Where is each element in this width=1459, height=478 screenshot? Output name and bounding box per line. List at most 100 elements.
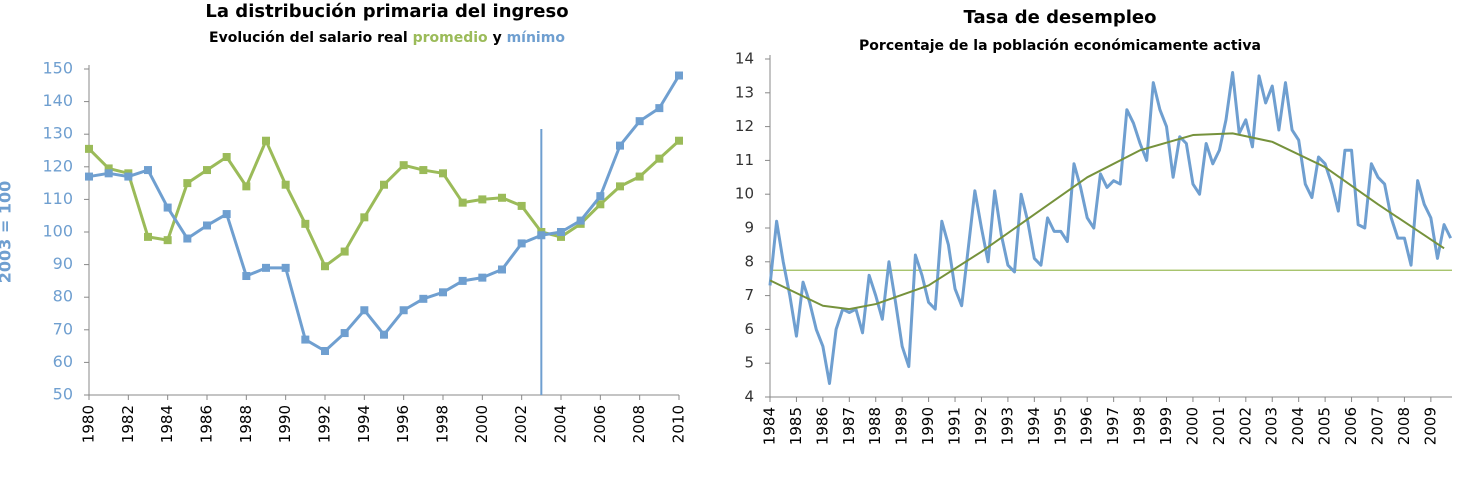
- series-line: [87, 139, 681, 268]
- chart-subtitle: Porcentaje de la población económicament…: [859, 38, 1261, 54]
- x-tick-label: 1998: [434, 405, 452, 443]
- x-tick-label: 2007: [1368, 407, 1386, 445]
- marker: [85, 172, 93, 181]
- marker: [321, 262, 329, 271]
- x-tick-label: 2006: [591, 405, 609, 443]
- x-tick-label: 2006: [1342, 407, 1360, 445]
- x-tick-label: 1992: [972, 407, 990, 445]
- x-tick-label: 2003: [1263, 407, 1281, 445]
- marker: [380, 330, 388, 339]
- y-tick-label: 110: [42, 189, 73, 208]
- marker: [380, 180, 388, 189]
- y-tick-label: 12: [735, 117, 754, 135]
- y-tick-label: 140: [42, 91, 73, 110]
- marker: [163, 203, 172, 212]
- y-tick-label: 50: [53, 385, 73, 404]
- x-tick-label: 1999: [1157, 407, 1175, 445]
- marker: [596, 200, 605, 209]
- x-tick-label: 1984: [761, 407, 779, 445]
- marker: [498, 265, 506, 274]
- marker: [439, 169, 447, 178]
- x-tick-label: 2004: [1289, 407, 1307, 445]
- x-tick-label: 1993: [998, 407, 1016, 445]
- x-tick-label: 2004: [552, 405, 570, 443]
- y-tick-label: 70: [53, 319, 73, 338]
- marker: [498, 193, 506, 202]
- marker: [242, 272, 251, 281]
- marker: [340, 247, 349, 256]
- marker: [616, 182, 624, 191]
- marker: [517, 201, 526, 210]
- marker: [360, 213, 369, 222]
- marker: [399, 306, 408, 315]
- legend-entry: promedio: [413, 30, 488, 46]
- x-tick-label: 1992: [316, 405, 334, 443]
- marker: [85, 144, 93, 153]
- marker: [242, 182, 251, 191]
- marker: [281, 180, 290, 189]
- marker: [262, 263, 270, 272]
- y-tick-label: 7: [744, 286, 754, 304]
- y-tick-label: 10: [735, 185, 754, 203]
- trend-line: [769, 132, 1445, 311]
- legend-entry: mínimo: [507, 30, 566, 46]
- marker: [478, 273, 487, 282]
- x-tick-label: 1989: [893, 407, 911, 445]
- marker: [537, 231, 546, 240]
- x-tick-label: 2009: [1421, 407, 1439, 445]
- x-tick-label: 1985: [787, 407, 805, 445]
- y-tick-label: 14: [735, 50, 754, 68]
- y-tick-label: 4: [744, 388, 754, 406]
- marker: [458, 276, 467, 285]
- x-tick-label: 1997: [1104, 407, 1122, 445]
- subtitle-text: Evolución del salario real: [209, 30, 408, 46]
- y-tick-label: 6: [744, 320, 754, 338]
- x-tick-label: 2002: [512, 405, 530, 443]
- marker: [262, 136, 270, 145]
- marker: [144, 166, 152, 175]
- x-tick-label: 1994: [1025, 407, 1043, 445]
- x-tick-label: 2000: [1183, 407, 1201, 445]
- x-tick-label: 1988: [237, 405, 255, 443]
- chart-title: La distribución primaria del ingreso: [205, 1, 568, 22]
- marker: [399, 161, 408, 170]
- marker: [124, 172, 133, 181]
- marker: [203, 221, 211, 230]
- marker: [163, 236, 172, 245]
- marker: [655, 104, 664, 113]
- x-tick-label: 1987: [840, 407, 858, 445]
- subtitle-text: Porcentaje de la población económicament…: [859, 38, 1261, 54]
- marker: [281, 263, 290, 272]
- x-tick-label: 2010: [670, 405, 688, 443]
- marker: [144, 232, 152, 241]
- marker: [183, 179, 192, 188]
- marker: [419, 166, 428, 175]
- marker: [675, 136, 683, 145]
- x-tick-label: 1991: [946, 407, 964, 445]
- series-line: [768, 71, 1453, 385]
- marker: [439, 288, 447, 297]
- marker: [557, 228, 565, 236]
- y-tick-label: 13: [735, 83, 754, 101]
- x-tick-label: 2008: [630, 405, 648, 443]
- x-tick-label: 1990: [276, 405, 294, 443]
- marker: [557, 232, 565, 241]
- y-tick-label: 90: [53, 254, 73, 273]
- marker: [517, 239, 526, 248]
- x-tick-label: 2002: [1236, 407, 1254, 445]
- x-tick-label: 1986: [198, 405, 216, 443]
- marker: [478, 195, 487, 204]
- x-tick-label: 1984: [158, 405, 176, 443]
- marker: [616, 141, 624, 150]
- chart-subtitle: Evolución del salario real promedio y mí…: [209, 30, 565, 46]
- y-tick-label: 5: [744, 354, 754, 372]
- x-tick-label: 1995: [1051, 407, 1069, 445]
- y-axis-label: 2003 = 100: [0, 181, 15, 283]
- y-tick-label: 150: [42, 59, 73, 78]
- y-tick-label: 60: [53, 352, 73, 371]
- y-tick-label: 11: [735, 151, 754, 169]
- x-tick-label: 2005: [1316, 407, 1334, 445]
- marker: [321, 346, 329, 355]
